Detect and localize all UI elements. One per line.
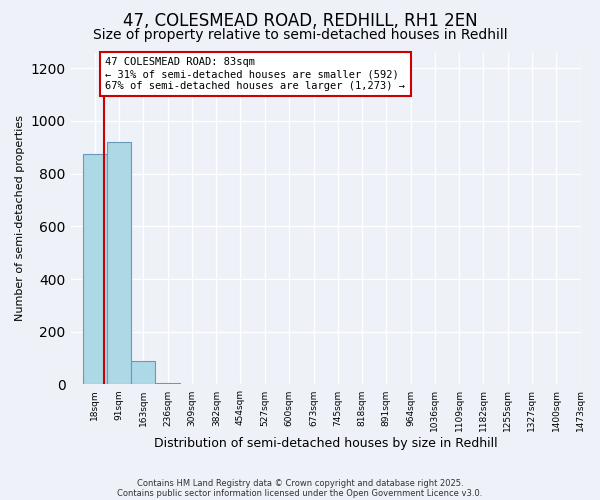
Bar bbox=[155, 383, 179, 384]
Bar bbox=[107, 142, 131, 384]
Text: Contains HM Land Registry data © Crown copyright and database right 2025.: Contains HM Land Registry data © Crown c… bbox=[137, 478, 463, 488]
X-axis label: Distribution of semi-detached houses by size in Redhill: Distribution of semi-detached houses by … bbox=[154, 437, 497, 450]
Text: Contains public sector information licensed under the Open Government Licence v3: Contains public sector information licen… bbox=[118, 488, 482, 498]
Bar bbox=[131, 360, 155, 384]
Text: Size of property relative to semi-detached houses in Redhill: Size of property relative to semi-detach… bbox=[92, 28, 508, 42]
Bar bbox=[83, 154, 107, 384]
Y-axis label: Number of semi-detached properties: Number of semi-detached properties bbox=[15, 116, 25, 322]
Text: 47 COLESMEAD ROAD: 83sqm
← 31% of semi-detached houses are smaller (592)
67% of : 47 COLESMEAD ROAD: 83sqm ← 31% of semi-d… bbox=[106, 58, 406, 90]
Text: 47, COLESMEAD ROAD, REDHILL, RH1 2EN: 47, COLESMEAD ROAD, REDHILL, RH1 2EN bbox=[122, 12, 478, 30]
